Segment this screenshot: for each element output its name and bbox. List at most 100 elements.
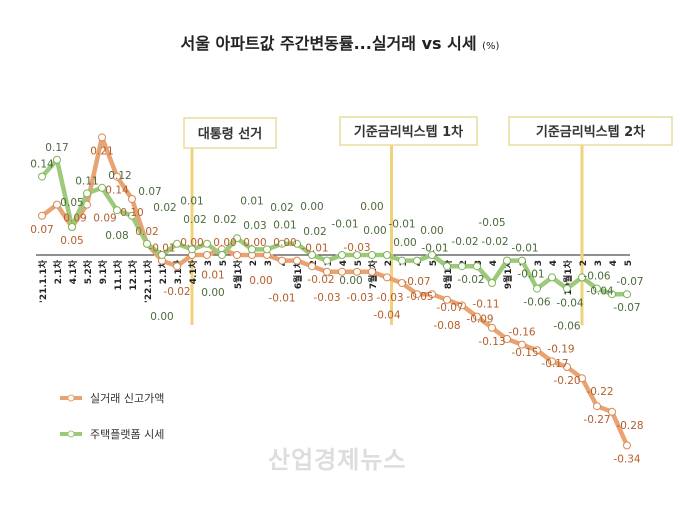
data-label: 0.09 [63, 213, 86, 225]
data-label: -0.01 [301, 243, 328, 255]
data-label: 0.00 [150, 311, 173, 323]
data-point [173, 262, 181, 271]
data-point [518, 256, 526, 265]
data-label: 0.05 [60, 197, 83, 209]
data-point [68, 223, 76, 231]
data-label: 0.14 [30, 159, 54, 171]
data-point [473, 312, 481, 321]
data-point [113, 206, 121, 215]
legend-item-actual: 실거래 신고가액 [60, 390, 164, 406]
x-tick-label: 4 [549, 260, 559, 266]
data-point [188, 245, 196, 254]
x-tick-label: 5 [624, 260, 634, 266]
data-point [38, 172, 46, 181]
data-label: -0.01 [388, 219, 415, 231]
x-tick-label: 3 [204, 260, 214, 266]
data-label: 0.00 [213, 237, 236, 249]
data-label: -0.02 [163, 286, 190, 298]
legend-label: 주택플랫폼 시세 [90, 428, 165, 441]
data-point [623, 290, 631, 299]
data-label: -0.06 [583, 271, 610, 283]
data-point [473, 262, 481, 271]
data-label: -0.01 [148, 243, 175, 255]
x-tick-label: 2 [384, 260, 394, 266]
x-tick-label: '22.1.1차 [142, 259, 154, 303]
x-tick-label: 4.1차 [187, 259, 199, 284]
data-label: 0.03 [243, 220, 266, 232]
data-point [278, 256, 286, 265]
data-label: -0.06 [553, 321, 580, 333]
x-tick-label: 3 [594, 260, 604, 266]
legend-swatch-green [60, 430, 82, 438]
data-point [578, 273, 586, 282]
data-point [113, 172, 121, 181]
data-point [98, 133, 106, 142]
data-label: 0.00 [201, 287, 224, 299]
data-point [383, 273, 391, 282]
data-label: 0.21 [90, 145, 113, 157]
data-label: 0.00 [420, 225, 443, 237]
event-box [508, 116, 673, 146]
data-label: 0.11 [75, 175, 98, 187]
data-point [128, 211, 136, 220]
data-label: -0.13 [478, 336, 505, 348]
data-point [323, 267, 331, 276]
data-point [173, 239, 181, 248]
watermark: 산업경제뉴스 [268, 446, 407, 474]
data-point [38, 211, 46, 220]
data-label: -0.02 [457, 274, 484, 286]
x-tick-label: 5 [219, 260, 229, 266]
data-label: -0.01 [421, 243, 448, 255]
data-point [203, 251, 211, 259]
data-label: 0.01 [180, 195, 203, 207]
data-label: -0.01 [511, 243, 538, 255]
x-tick-label: 2.1차 [157, 259, 169, 284]
data-point [218, 251, 226, 259]
data-label: 0.02 [303, 226, 326, 238]
data-label: 0.02 [183, 214, 206, 226]
data-point [248, 245, 256, 254]
data-label: -0.03 [343, 242, 370, 254]
data-label: -0.11 [472, 299, 499, 311]
data-label: -0.27 [583, 414, 610, 426]
data-point [233, 234, 241, 243]
data-label: 0.00 [180, 237, 203, 249]
data-point [563, 284, 571, 293]
x-tick-label: 5 [354, 260, 364, 266]
x-tick-label: 4 [489, 260, 499, 266]
data-label: -0.04 [586, 285, 613, 297]
data-point [128, 195, 136, 203]
event-label: 대통령 선거 [198, 126, 262, 142]
data-label: 0.08 [105, 230, 128, 242]
data-point [53, 200, 61, 209]
data-label: -0.17 [541, 358, 568, 370]
legend-label: 실거래 신고가액 [90, 392, 165, 405]
x-tick-label: '21.1.1차 [37, 259, 49, 303]
data-point [98, 183, 106, 192]
x-tick-label: 5 [429, 260, 439, 266]
data-label: 0.02 [213, 214, 236, 226]
x-tick-label: 9.1차 [97, 259, 109, 284]
data-point [293, 239, 301, 248]
x-tick-label: 3 [264, 260, 274, 266]
data-label: -0.02 [307, 274, 334, 286]
data-label: -0.05 [406, 291, 433, 303]
data-point [488, 323, 496, 332]
x-tick-label: 2 [249, 260, 259, 266]
data-point [158, 251, 166, 259]
data-label: 0.00 [243, 237, 266, 249]
data-label: 0.00 [249, 275, 272, 287]
data-point [533, 346, 541, 355]
event-box [339, 116, 478, 146]
x-tick-label: 4 [609, 260, 619, 266]
data-label: -0.07 [403, 276, 430, 288]
data-label: -0.07 [436, 302, 463, 314]
title-text: 서울 아파트값 주간변동률...실거래 vs 시세 [180, 34, 477, 53]
data-point [563, 363, 571, 371]
data-point [518, 340, 526, 349]
event-box [183, 117, 277, 149]
data-label: 0.14 [105, 185, 129, 197]
data-point [428, 251, 436, 259]
data-label: -0.03 [376, 292, 403, 304]
data-point [413, 256, 421, 265]
